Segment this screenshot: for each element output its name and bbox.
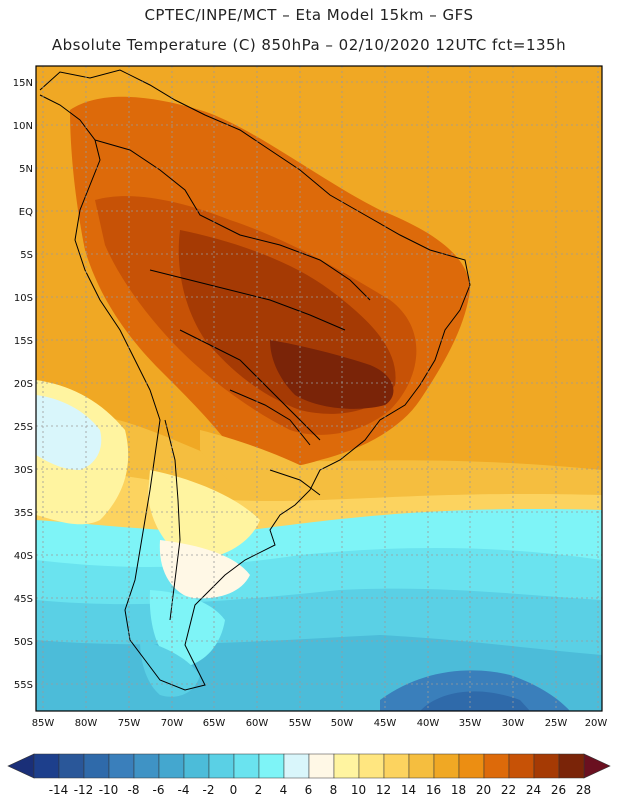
lat-tick-label: 50S — [14, 637, 33, 648]
colorbar-swatch — [483, 753, 510, 779]
colorbar-swatch — [183, 753, 210, 779]
lon-tick-label: 35W — [459, 718, 482, 729]
lat-tick-label: 55S — [14, 680, 33, 691]
colorbar-low-arrow — [7, 753, 35, 779]
chart-title-model: CPTEC/INPE/MCT – Eta Model 15km – GFS — [144, 6, 474, 24]
lon-tick-label: 55W — [289, 718, 312, 729]
colorbar-tick-label: 24 — [526, 783, 541, 797]
colorbar-tick-label: -4 — [178, 783, 190, 797]
lon-tick-label: 45W — [374, 718, 397, 729]
lat-tick-label: 25S — [14, 422, 33, 433]
colorbar-tick-label: -8 — [128, 783, 140, 797]
lat-tick-label: 30S — [14, 465, 33, 476]
lon-tick-label: 30W — [502, 718, 525, 729]
colorbar-tick-label: 0 — [230, 783, 238, 797]
colorbar: -14 -12 -10 -8 -6 -4 -2 0 2 4 6 8 10 12 14 16 18 20 22 24 26… — [7, 753, 611, 797]
colorbar-swatch — [433, 753, 460, 779]
colorbar-swatch — [333, 753, 360, 779]
lon-tick-label: 25W — [545, 718, 568, 729]
colorbar-tick-label: 22 — [501, 783, 516, 797]
lon-tick-label: 60W — [246, 718, 269, 729]
lon-tick-label: 80W — [75, 718, 98, 729]
colorbar-tick-label: 10 — [351, 783, 366, 797]
colorbar-tick-label: -2 — [203, 783, 215, 797]
colorbar-tick-label: 20 — [476, 783, 491, 797]
lon-tick-label: 70W — [161, 718, 184, 729]
lat-tick-label: 20S — [14, 379, 33, 390]
temperature-field — [36, 66, 602, 711]
colorbar-swatch — [133, 753, 160, 779]
colorbar-tick-label: -10 — [99, 783, 119, 797]
colorbar-tick-label: 16 — [426, 783, 441, 797]
colorbar-swatch — [58, 753, 85, 779]
colorbar-swatch — [158, 753, 185, 779]
colorbar-swatch — [83, 753, 110, 779]
longitude-axis: 85W 80W 75W 70W 65W 60W 55W 50W 45W 40W … — [32, 718, 608, 729]
colorbar-tick-label: 6 — [305, 783, 313, 797]
colorbar-swatch — [558, 753, 585, 779]
colorbar-swatch — [408, 753, 435, 779]
colorbar-high-arrow — [583, 753, 611, 779]
colorbar-swatch — [283, 753, 310, 779]
colorbar-swatch — [358, 753, 385, 779]
lat-tick-label: 15N — [13, 78, 33, 89]
colorbar-swatch — [458, 753, 485, 779]
colorbar-swatch — [108, 753, 135, 779]
colorbar-tick-label: 26 — [551, 783, 566, 797]
colorbar-swatch — [308, 753, 335, 779]
colorbar-tick-label: 18 — [451, 783, 466, 797]
latitude-axis: 15N 10N 5N EQ 5S 10S 15S 20S 25S 30S 35S… — [13, 78, 33, 691]
colorbar-tick-label: -14 — [49, 783, 69, 797]
lat-tick-label: EQ — [19, 207, 33, 218]
colorbar-swatch — [233, 753, 260, 779]
colorbar-tick-label: 14 — [401, 783, 416, 797]
lon-tick-label: 75W — [118, 718, 141, 729]
colorbar-swatch — [533, 753, 560, 779]
map-frame — [35, 65, 603, 712]
lat-tick-label: 45S — [14, 594, 33, 605]
colorbar-tick-label: 8 — [330, 783, 338, 797]
lat-tick-label: 35S — [14, 508, 33, 519]
colorbar-swatch — [208, 753, 235, 779]
lat-tick-label: 15S — [14, 336, 33, 347]
colorbar-swatch — [508, 753, 535, 779]
colorbar-swatch — [33, 753, 60, 779]
colorbar-tick-label: 28 — [576, 783, 591, 797]
lat-tick-label: 5S — [20, 250, 33, 261]
lon-tick-label: 40W — [417, 718, 440, 729]
lon-tick-label: 65W — [203, 718, 226, 729]
lat-tick-label: 5N — [19, 164, 33, 175]
graticule — [36, 66, 602, 711]
colorbar-tick-label: 4 — [280, 783, 288, 797]
colorbar-tick-label: -12 — [74, 783, 94, 797]
colorbar-swatch — [383, 753, 410, 779]
lat-tick-label: 10S — [14, 293, 33, 304]
colorbar-tick-label: -6 — [153, 783, 165, 797]
colorbar-tick-label: 12 — [376, 783, 391, 797]
lon-tick-label: 50W — [331, 718, 354, 729]
colorbar-swatch — [258, 753, 285, 779]
lon-tick-label: 85W — [32, 718, 55, 729]
lat-tick-label: 10N — [13, 121, 33, 132]
lat-tick-label: 40S — [14, 551, 33, 562]
colorbar-tick-label: 2 — [255, 783, 263, 797]
chart-title-variable: Absolute Temperature (C) 850hPa – 02/10/… — [51, 36, 567, 54]
lon-tick-label: 20W — [585, 718, 608, 729]
